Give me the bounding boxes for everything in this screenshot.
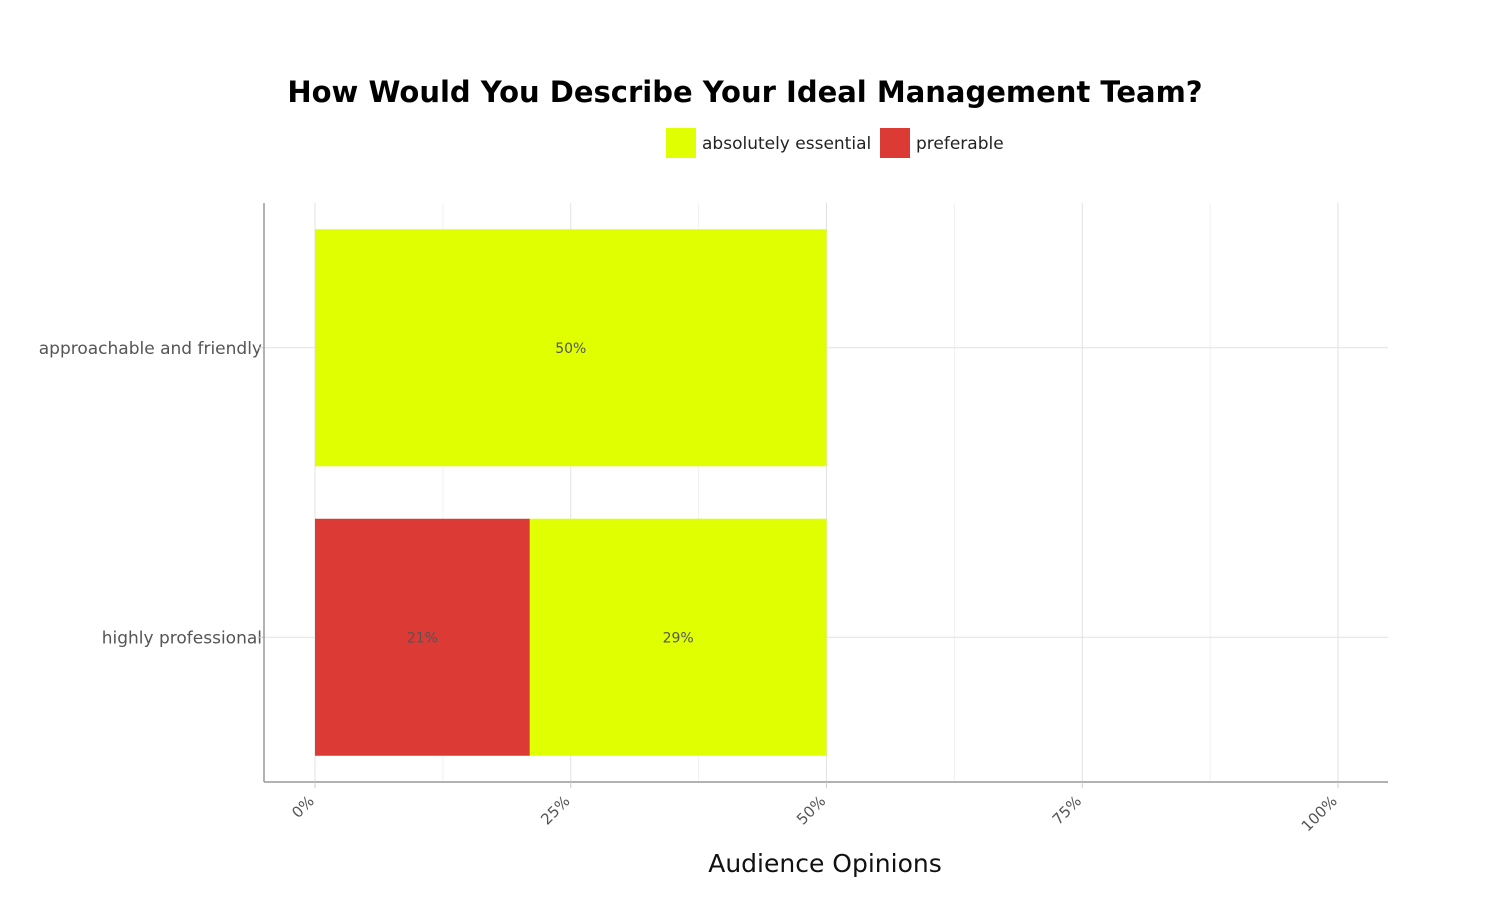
x-tick-label: 25% <box>537 792 573 828</box>
bar-absolutely-essential-approachable-and-friendly <box>315 229 827 467</box>
chart-title: How Would You Describe Your Ideal Manage… <box>287 75 1202 109</box>
bar-absolutely-essential-highly-professional <box>529 518 827 756</box>
legend-swatch-preferable <box>880 128 910 158</box>
y-tick-label: highly professional <box>102 628 262 648</box>
bar-value-label: 21% <box>407 630 438 646</box>
x-tick-label: 100% <box>1298 792 1341 835</box>
data-labels: 50% 21% 29% <box>407 341 694 647</box>
x-tick-label: 75% <box>1049 792 1085 828</box>
bar-value-label: 29% <box>663 630 694 646</box>
bar-value-label: 50% <box>555 341 586 357</box>
y-tick-label: approachable and friendly <box>39 339 262 359</box>
legend: absolutely essential preferable <box>666 128 1004 158</box>
x-axis-label: Audience Opinions <box>708 849 942 878</box>
legend-swatch-absolutely-essential <box>666 128 696 158</box>
x-tick-label: 50% <box>793 792 829 828</box>
x-tick-label: 0% <box>288 792 318 822</box>
legend-label-absolutely-essential: absolutely essential <box>702 134 871 154</box>
bar-preferable-highly-professional <box>315 518 530 756</box>
bars <box>315 229 827 756</box>
legend-label-preferable: preferable <box>916 134 1004 154</box>
